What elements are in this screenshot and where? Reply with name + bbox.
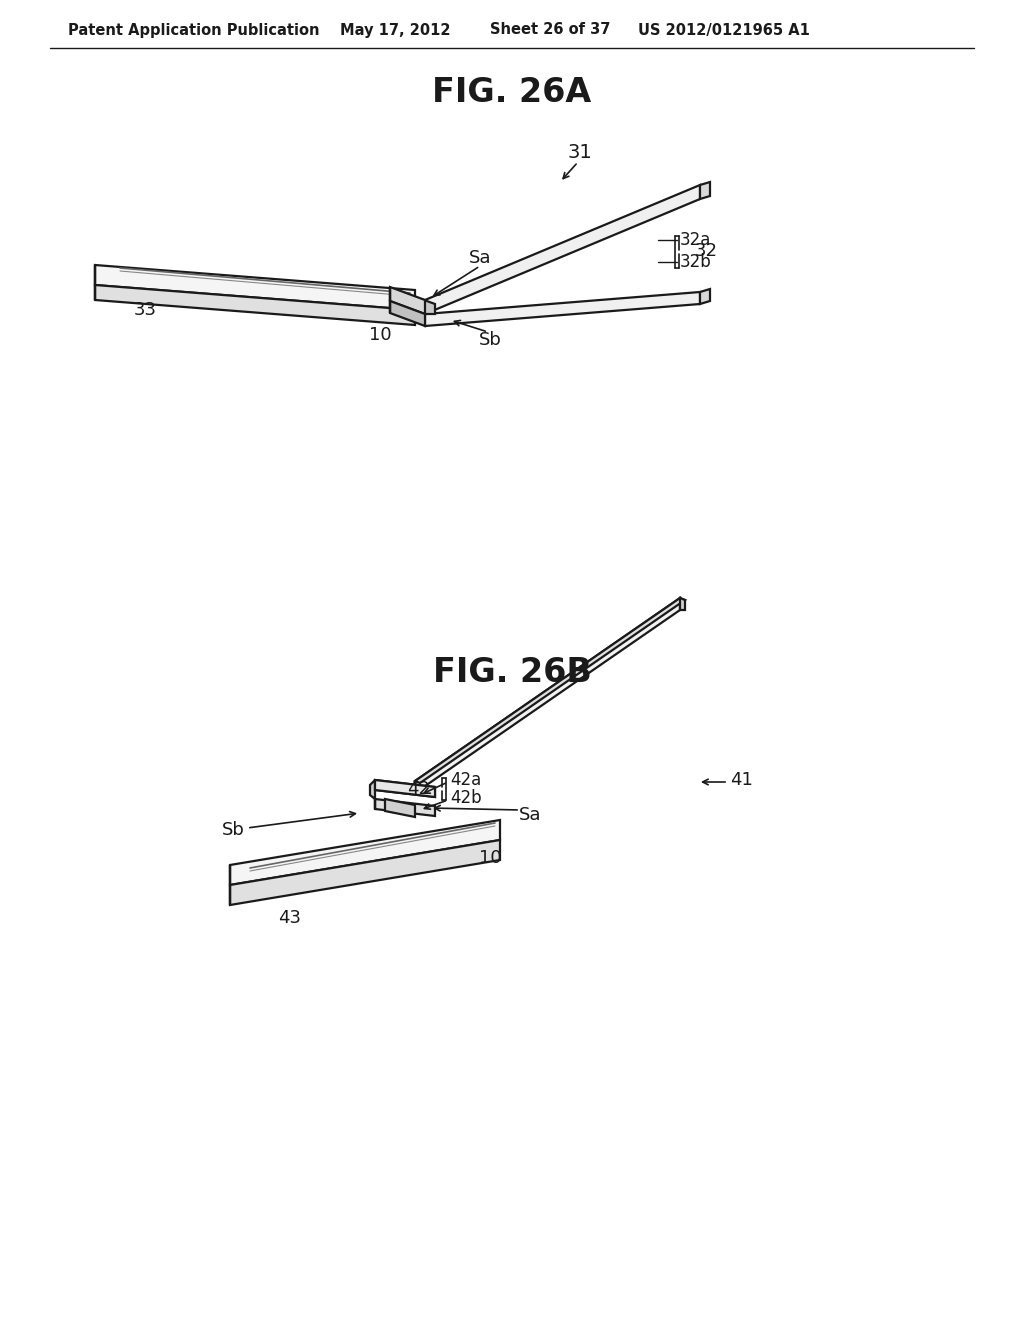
Polygon shape [375,799,435,816]
Polygon shape [230,840,500,906]
Polygon shape [700,289,710,304]
Polygon shape [680,598,685,610]
Polygon shape [424,300,435,314]
Polygon shape [390,286,425,314]
Polygon shape [375,780,435,797]
Polygon shape [425,185,700,314]
Polygon shape [390,301,425,326]
Polygon shape [370,780,375,809]
Text: Patent Application Publication: Patent Application Publication [68,22,319,37]
Polygon shape [95,265,415,310]
Text: Sa: Sa [519,807,542,824]
Polygon shape [230,820,500,884]
Polygon shape [700,182,710,199]
Text: 33: 33 [133,301,157,319]
Text: Sb: Sb [478,331,502,348]
Polygon shape [425,292,700,326]
Text: 43: 43 [279,909,301,927]
Text: Sa: Sa [469,249,492,267]
Text: US 2012/0121965 A1: US 2012/0121965 A1 [638,22,810,37]
Text: 32b: 32b [680,253,712,271]
Text: 32a: 32a [680,231,712,249]
Polygon shape [415,598,685,783]
Text: May 17, 2012: May 17, 2012 [340,22,451,37]
Polygon shape [95,285,415,325]
Text: FIG. 26A: FIG. 26A [432,75,592,108]
Text: 41: 41 [730,771,753,789]
Text: 10: 10 [369,326,391,345]
Text: 10: 10 [478,849,502,867]
Polygon shape [415,598,680,793]
Text: FIG. 26B: FIG. 26B [432,656,592,689]
Text: 42: 42 [407,780,430,799]
Text: Sb: Sb [222,821,245,840]
Text: 42a: 42a [450,771,481,789]
Text: 42b: 42b [450,789,481,807]
Text: 31: 31 [567,143,592,161]
Polygon shape [375,780,435,797]
Text: Sheet 26 of 37: Sheet 26 of 37 [490,22,610,37]
Text: 32: 32 [694,243,718,260]
Polygon shape [385,799,415,817]
